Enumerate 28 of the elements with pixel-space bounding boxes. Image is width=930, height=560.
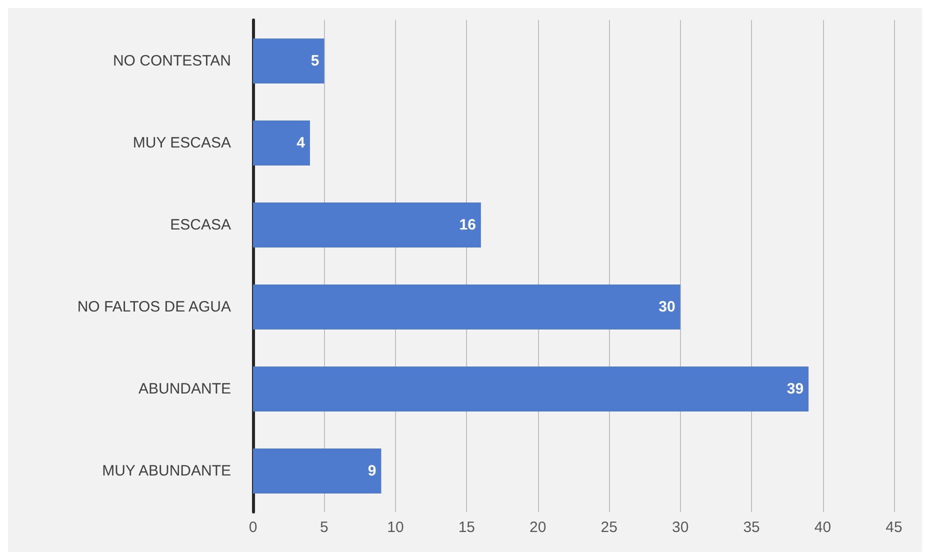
- data-label: 16: [459, 216, 476, 234]
- x-tick-label: 35: [743, 519, 760, 536]
- data-label: 5: [310, 52, 320, 70]
- x-tick-label: 15: [458, 519, 476, 536]
- y-tick-label: MUY ABUNDANTE: [102, 462, 231, 480]
- x-tick-label: 40: [814, 519, 832, 536]
- x-tick-label: 20: [530, 519, 546, 536]
- x-tick-label: 5: [320, 519, 328, 536]
- x-tick-label: 0: [248, 519, 258, 536]
- data-label: 39: [786, 380, 804, 398]
- x-tick-label: 45: [886, 519, 902, 536]
- x-tick-label: 30: [672, 519, 689, 536]
- data-label: 9: [368, 462, 376, 480]
- x-tick-label: 10: [387, 519, 404, 536]
- bar: [253, 38, 324, 84]
- y-tick-label: ABUNDANTE: [138, 380, 231, 398]
- bar: [253, 366, 809, 412]
- y-tick-label: ESCASA: [170, 216, 231, 234]
- bar: [253, 284, 680, 330]
- y-tick-label: NO CONTESTAN: [112, 52, 231, 70]
- bar: [253, 202, 481, 248]
- x-tick-label: 25: [600, 519, 618, 536]
- y-tick-label: MUY ESCASA: [132, 134, 231, 152]
- bar: [253, 448, 382, 494]
- y-tick-label: NO FALTOS DE AGUA: [77, 298, 231, 316]
- data-label: 4: [296, 134, 306, 152]
- bar: [253, 120, 310, 166]
- data-label: 30: [658, 298, 676, 316]
